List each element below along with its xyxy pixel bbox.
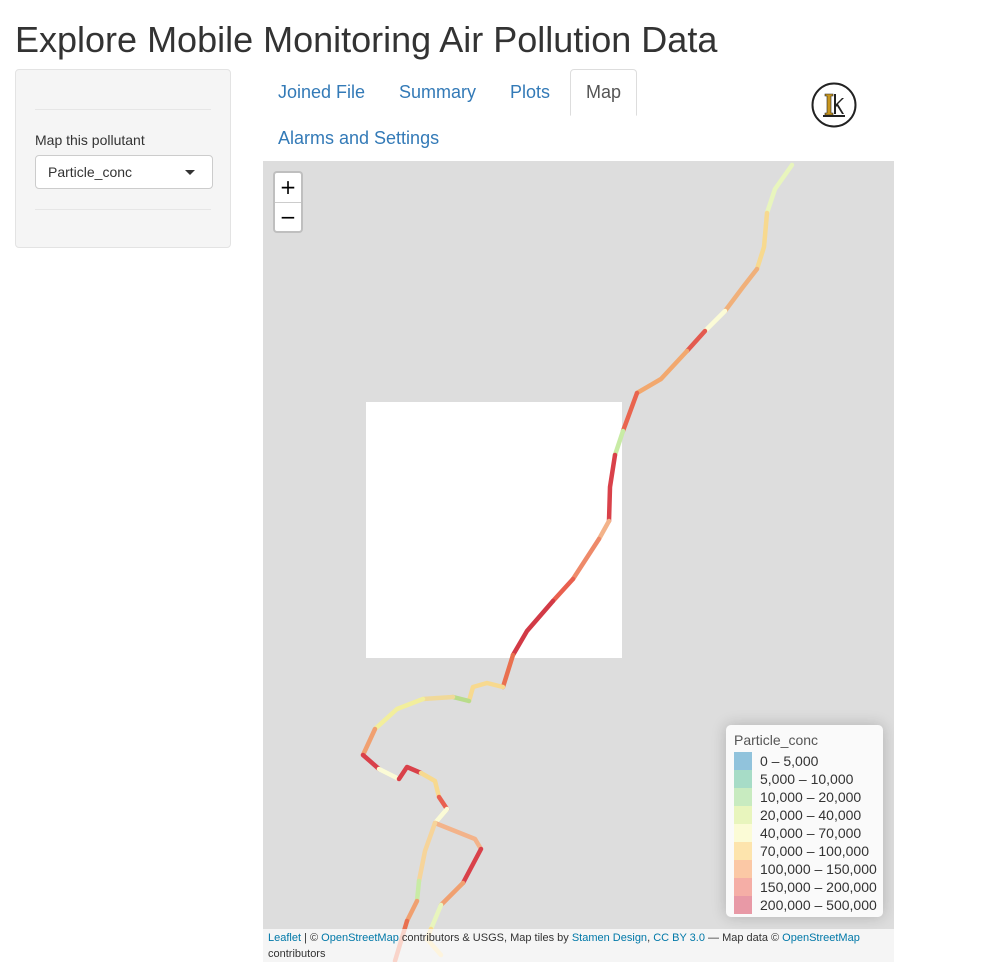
logo-icon xyxy=(811,82,857,128)
tab-joined-file[interactable]: Joined File xyxy=(278,82,366,102)
legend-label: 200,000 – 500,000 xyxy=(760,897,877,913)
sidebar-panel: Map this pollutant Particle_conc xyxy=(15,69,231,248)
legend-label: 0 – 5,000 xyxy=(760,753,819,769)
missing-map-tile xyxy=(366,402,622,658)
license-link[interactable]: CC BY 3.0 xyxy=(653,932,705,944)
legend-swatch xyxy=(734,842,752,860)
legend-swatch xyxy=(734,806,752,824)
tab-plots[interactable]: Plots xyxy=(510,82,551,102)
page-title: Explore Mobile Monitoring Air Pollution … xyxy=(15,19,718,60)
openstreetmap-link[interactable]: OpenStreetMap xyxy=(321,932,399,944)
pollutant-select-value: Particle_conc xyxy=(48,164,133,180)
zoom-in-button[interactable]: + xyxy=(275,173,301,203)
legend-label: 150,000 – 200,000 xyxy=(760,879,877,895)
attribution-text: — Map data © xyxy=(704,932,783,944)
legend-label: 20,000 – 40,000 xyxy=(760,807,862,823)
legend-swatch xyxy=(734,788,752,806)
legend-title: Particle_conc xyxy=(734,732,819,748)
map-legend: Particle_conc 0 – 5,000 5,000 – 10,000 1… xyxy=(726,725,883,917)
stamen-design-link[interactable]: Stamen Design xyxy=(571,932,648,944)
chevron-down-icon xyxy=(185,170,195,175)
legend-label: 40,000 – 70,000 xyxy=(760,825,862,841)
map-attribution: Leaflet | © OpenStreetMap contributors &… xyxy=(263,929,894,962)
pollutant-select[interactable]: Particle_conc xyxy=(35,155,213,189)
monitoring-route[interactable] xyxy=(263,161,894,962)
leaflet-link[interactable]: Leaflet xyxy=(268,932,302,944)
legend-swatch xyxy=(734,860,752,878)
attribution-text: contributors & USGS, Map tiles by xyxy=(398,932,572,944)
legend-label: 5,000 – 10,000 xyxy=(760,771,854,787)
legend-label: 100,000 – 150,000 xyxy=(760,861,877,877)
zoom-control: + − xyxy=(273,171,303,233)
zoom-out-button[interactable]: − xyxy=(279,205,297,229)
tab-alarms-and-settings[interactable]: Alarms and Settings xyxy=(278,128,440,148)
attribution-text: | © xyxy=(301,932,322,944)
legend-swatch xyxy=(734,752,752,770)
openstreetmap-data-link[interactable]: OpenStreetMap xyxy=(782,932,860,944)
legend-swatch xyxy=(734,896,752,914)
tab-summary[interactable]: Summary xyxy=(399,82,477,102)
tab-map[interactable]: Map xyxy=(570,69,638,116)
legend-label: 70,000 – 100,000 xyxy=(760,843,869,859)
pollutant-label: Map this pollutant xyxy=(35,132,145,148)
sidebar-divider xyxy=(35,109,211,110)
legend-swatch xyxy=(734,878,752,896)
map-view[interactable]: + − Particle_conc 0 – 5,000 5,000 – 10,0… xyxy=(263,161,894,962)
attribution-text: contributors xyxy=(268,948,326,960)
legend-swatch xyxy=(734,824,752,842)
sidebar-divider xyxy=(35,209,211,210)
legend-label: 10,000 – 20,000 xyxy=(760,789,862,805)
legend-swatch xyxy=(734,770,752,788)
attribution-text: , xyxy=(647,932,654,944)
